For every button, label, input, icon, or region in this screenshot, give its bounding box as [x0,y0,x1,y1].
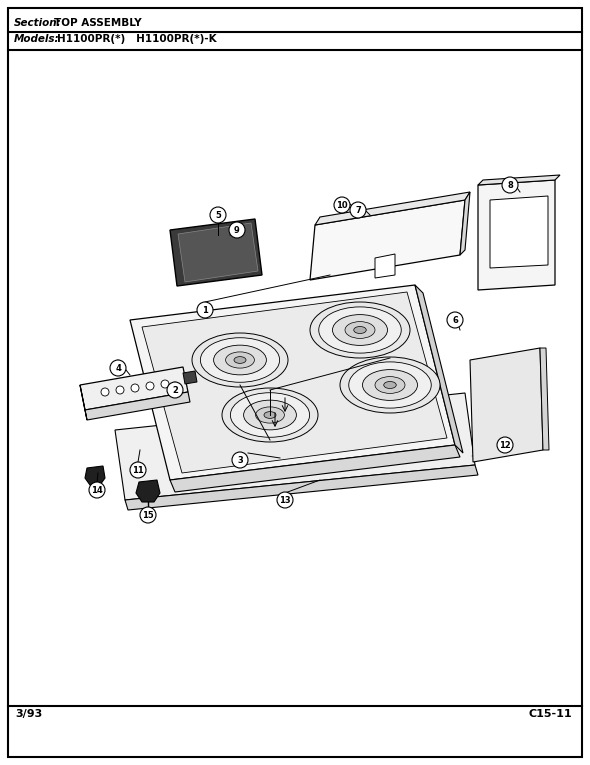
Text: TOP ASSEMBLY: TOP ASSEMBLY [54,18,142,28]
Polygon shape [478,175,560,185]
Ellipse shape [234,356,246,363]
Circle shape [110,360,126,376]
Ellipse shape [333,314,388,346]
Polygon shape [415,285,463,453]
Ellipse shape [384,382,396,389]
Ellipse shape [192,333,288,387]
Circle shape [210,207,226,223]
Polygon shape [80,367,188,410]
Polygon shape [460,192,470,255]
Polygon shape [178,223,258,282]
Ellipse shape [340,357,440,413]
Circle shape [197,302,213,318]
Ellipse shape [354,327,366,334]
Polygon shape [125,465,478,510]
Circle shape [130,462,146,478]
Text: 2: 2 [172,386,178,395]
Ellipse shape [362,369,418,400]
Text: 4: 4 [115,363,121,373]
Circle shape [131,384,139,392]
Polygon shape [470,348,543,462]
Polygon shape [490,196,548,268]
Ellipse shape [255,407,284,423]
Polygon shape [315,192,470,225]
Ellipse shape [222,388,318,442]
Ellipse shape [349,362,431,408]
Polygon shape [85,392,190,420]
Ellipse shape [319,307,401,353]
Ellipse shape [264,412,276,418]
Circle shape [140,507,156,523]
Circle shape [497,437,513,453]
Circle shape [146,382,154,390]
Text: 11: 11 [132,465,144,474]
Circle shape [116,386,124,394]
Polygon shape [170,219,262,286]
Polygon shape [310,200,465,280]
Polygon shape [80,385,87,420]
Text: 12: 12 [499,441,511,450]
Polygon shape [142,292,447,473]
Ellipse shape [225,352,254,368]
Text: 14: 14 [91,486,103,494]
Text: C15-11: C15-11 [529,709,572,719]
Circle shape [89,482,105,498]
Circle shape [334,197,350,213]
Text: 13: 13 [279,496,291,504]
Text: 3/93: 3/93 [15,709,42,719]
Ellipse shape [375,376,405,393]
Circle shape [502,177,518,193]
Polygon shape [375,254,395,278]
Polygon shape [115,393,475,500]
Circle shape [101,388,109,396]
Ellipse shape [231,392,310,438]
Text: 8: 8 [507,181,513,190]
Circle shape [447,312,463,328]
Ellipse shape [214,345,267,375]
Polygon shape [136,480,160,502]
Circle shape [161,380,169,388]
Circle shape [232,452,248,468]
Text: H1100PR(*)   H1100PR(*)-K: H1100PR(*) H1100PR(*)-K [57,34,217,44]
Text: 10: 10 [336,200,348,210]
Text: Models:: Models: [14,34,60,44]
Text: 3: 3 [237,455,243,464]
Ellipse shape [310,302,410,358]
Text: 1: 1 [202,305,208,314]
Text: 5: 5 [215,210,221,220]
Polygon shape [478,180,555,290]
Circle shape [229,222,245,238]
Polygon shape [183,371,197,384]
Text: 6: 6 [452,315,458,324]
Polygon shape [85,466,105,485]
Circle shape [167,382,183,398]
Ellipse shape [345,321,375,338]
Text: 7: 7 [355,206,361,214]
Polygon shape [130,285,455,480]
Ellipse shape [201,337,280,382]
Text: 15: 15 [142,510,154,519]
Circle shape [350,202,366,218]
Text: Section:: Section: [14,18,62,28]
Polygon shape [170,445,460,492]
Ellipse shape [244,400,296,430]
Circle shape [277,492,293,508]
Text: 9: 9 [234,226,240,235]
Polygon shape [540,348,549,450]
